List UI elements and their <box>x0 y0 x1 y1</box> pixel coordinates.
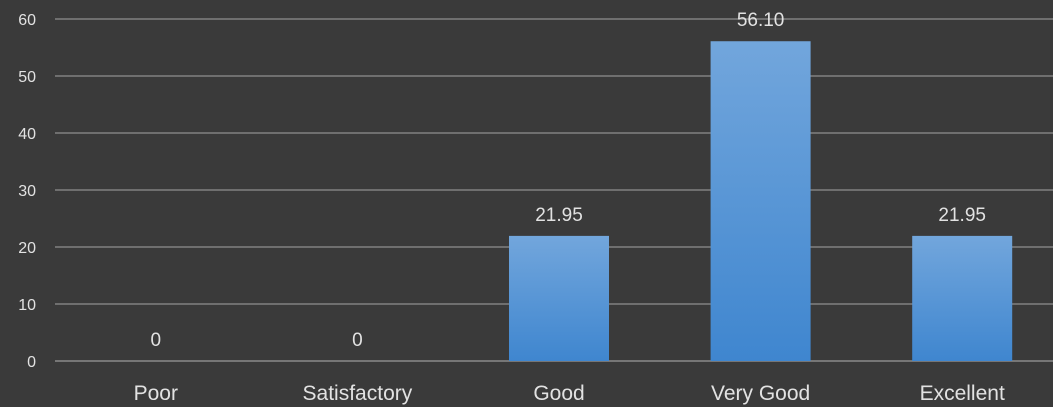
category-label: Good <box>533 382 584 405</box>
category-label: Poor <box>134 382 178 405</box>
bars <box>509 41 1013 361</box>
y-tick-label: 40 <box>18 126 36 143</box>
x-axis-category-labels: Poor Satisfactory Good Very Good Excellent <box>134 382 1005 405</box>
y-tick-label: 50 <box>18 69 36 86</box>
y-tick-label: 20 <box>18 240 36 257</box>
y-tick-label: 30 <box>18 183 36 200</box>
data-label: 21.95 <box>535 205 583 226</box>
data-label: 56.10 <box>737 10 785 31</box>
data-labels: 0 0 21.95 56.10 21.95 <box>151 10 986 351</box>
bar-very-good <box>710 41 811 361</box>
y-tick-label: 10 <box>18 297 36 314</box>
category-label: Very Good <box>711 382 810 405</box>
data-label: 0 <box>352 330 363 351</box>
data-label: 0 <box>151 330 162 351</box>
y-tick-label: 60 <box>18 12 36 29</box>
data-label: 21.95 <box>938 205 986 226</box>
bar-excellent <box>912 235 1013 361</box>
y-tick-label: 0 <box>27 354 36 371</box>
category-label: Excellent <box>920 382 1005 405</box>
category-label: Satisfactory <box>303 382 413 405</box>
bar-good <box>509 235 609 361</box>
y-axis-tick-labels: 0 10 20 30 40 50 60 <box>18 12 36 371</box>
